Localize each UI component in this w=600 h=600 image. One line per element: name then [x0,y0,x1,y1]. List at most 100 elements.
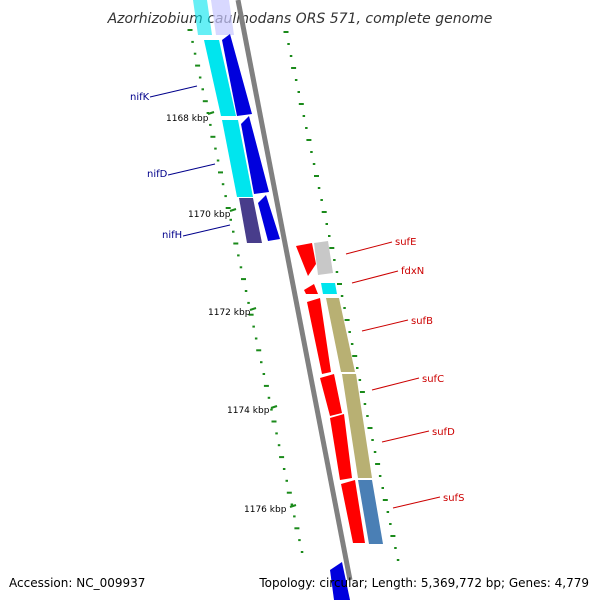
bottom-arrow [330,562,350,600]
gc-dot [218,171,223,174]
gc-dot [350,343,354,345]
gc-dot [348,331,351,333]
gc-dot [343,307,346,309]
gc-dot [267,396,271,399]
gc-dot [198,76,202,79]
gene-label-sufS[interactable]: sufS [443,493,464,504]
gc-dot [333,259,336,261]
gc-dot [291,67,297,69]
tick-label: 1170 kbp [188,210,231,220]
gc-dot [232,230,235,233]
gc-dot [305,127,308,129]
sufC-leader [371,377,420,391]
gc-dot [260,361,263,364]
gc-dot [270,408,273,411]
tick-mark [289,504,297,508]
gene-label-nifK[interactable]: nifK [130,92,150,103]
fdxN-leader [351,270,399,284]
gc-dot [373,451,377,453]
gc-dot [320,199,323,201]
sufB-leader [361,319,409,332]
gc-dot [256,349,262,352]
gc-dot [201,88,204,91]
gc-dot [283,31,289,33]
gc-dot [241,278,246,281]
gc-dot [229,218,232,221]
sufD-leader [381,430,430,443]
gc-dot [325,223,328,225]
gc-dot [191,40,194,43]
gc-dot [359,391,365,393]
gc-dot [352,355,358,357]
nifD-arrow [241,116,269,194]
nifK-arrow [222,34,252,116]
gc-dot [285,479,288,482]
gc-dot [367,427,373,429]
gene-label-sufC[interactable]: sufC [422,374,444,385]
suf-feature-track [296,241,383,600]
gene-label-nifH[interactable]: nifH [162,230,182,241]
tick-mark [229,208,237,212]
gc-dot [233,242,239,245]
gc-dot [195,64,201,67]
sufS-feature [358,480,383,544]
gc-dot [221,183,225,186]
gene-label-sufD[interactable]: sufD [432,427,455,438]
gc-dot [306,139,312,141]
gc-dot [244,290,248,292]
gc-dot [381,487,384,489]
gc-dot [239,266,243,269]
sufE-feature [314,241,333,275]
tick-label: 1168 kbp [166,114,209,124]
tick-mark [249,307,257,311]
feature-top-light [211,0,234,35]
gc-dot [363,403,367,405]
gc-dot [262,373,266,375]
tick-mark [207,111,215,115]
gc-dot [290,503,294,506]
gc-dot [214,147,217,150]
gc-dot [386,511,390,513]
left-gene-labels: nifK nifD nifH [130,85,231,241]
gc-dot [366,415,369,417]
gc-dot [297,91,300,93]
gc-dot [193,52,197,55]
gc-dot [263,384,269,387]
tick-label: 1172 kbp [208,308,251,318]
topology-text: Topology: circular; Length: 5,369,772 bp… [259,576,589,590]
gc-dot [225,207,231,209]
gc-dot [358,379,362,381]
gc-dot [202,100,208,103]
nifK-cyan-feature [204,40,236,116]
gc-dot [279,456,285,459]
gc-dot [210,135,216,138]
nifK-leader [149,85,198,98]
gc-dot [394,547,397,549]
gc-dot [293,515,296,518]
gene-label-fdxN[interactable]: fdxN [401,266,424,277]
gc-dot [294,527,300,530]
gene-label-nifD[interactable]: nifD [147,169,168,180]
gc-dot [340,295,344,297]
sufB-arrow [307,298,331,374]
sufS-arrow [341,480,365,543]
gene-label-sufE[interactable]: sufE [395,237,416,248]
gc-dot [271,420,277,423]
sufE-leader [345,241,393,255]
gc-dot [275,432,278,435]
fdxN-feature [321,283,337,294]
gc-dot [254,337,258,340]
gc-dot [298,103,304,105]
gc-dot [294,79,298,81]
gc-content-track [187,29,400,561]
nifD-leader [167,163,216,176]
tick-label: 1174 kbp [227,406,270,416]
gc-dot [286,491,292,494]
gc-dot [237,254,240,257]
gene-label-sufB[interactable]: sufB [411,316,433,327]
gc-dot [287,43,290,45]
tick-mark [270,405,278,409]
gc-dot [378,475,382,477]
sufC-arrow [320,374,342,416]
